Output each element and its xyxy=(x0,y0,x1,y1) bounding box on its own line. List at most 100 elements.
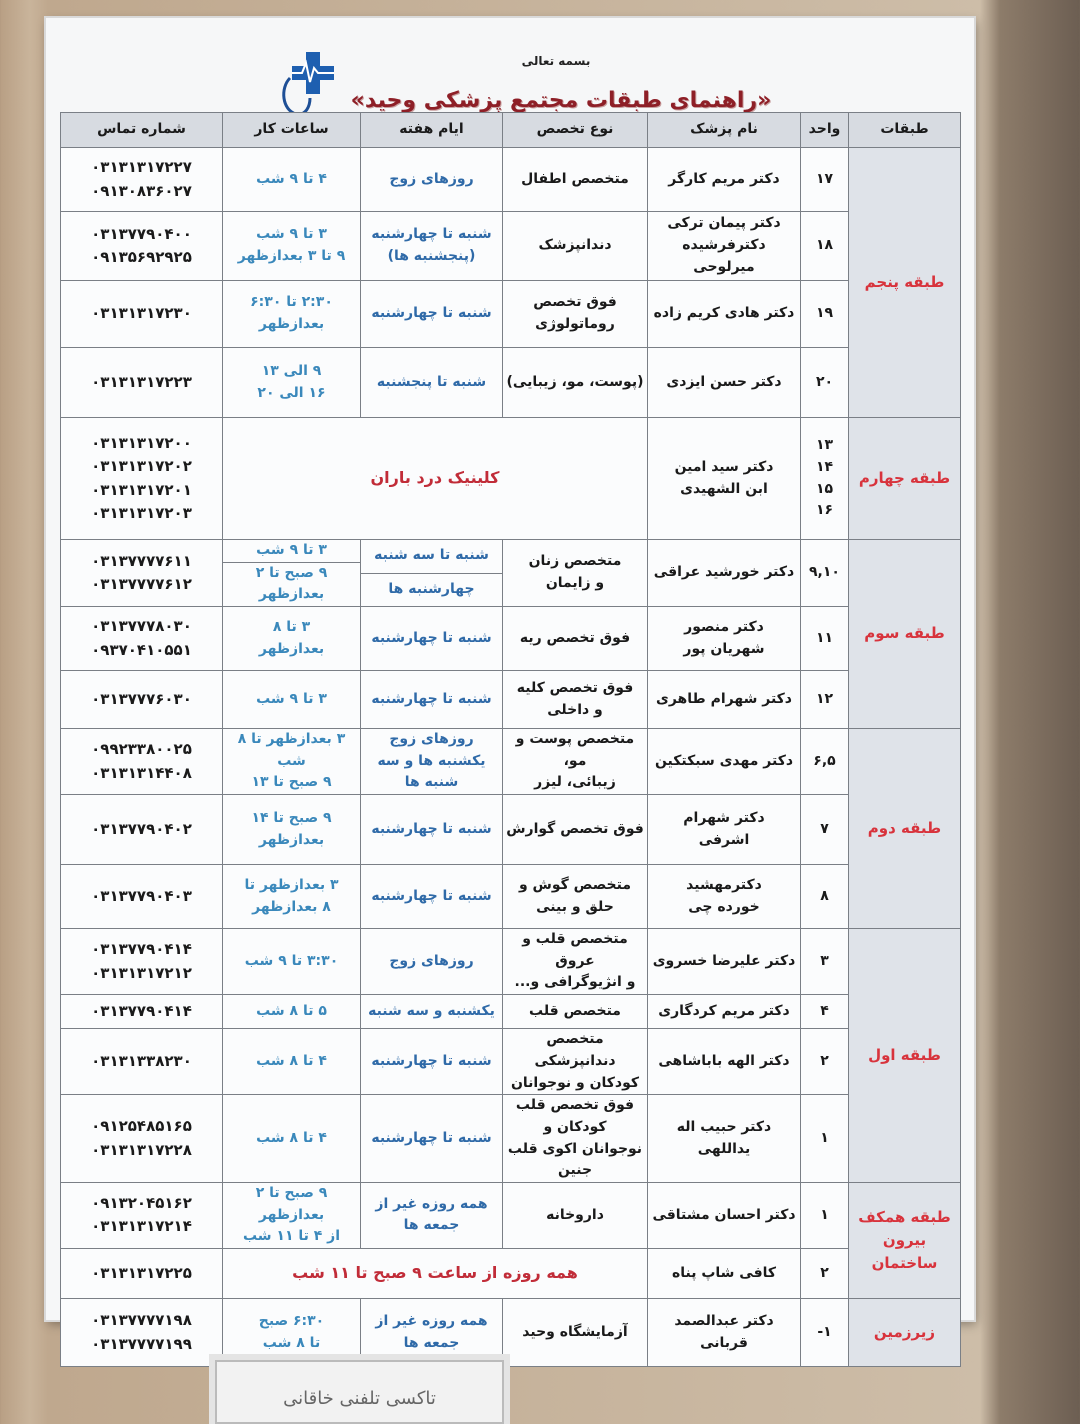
weekdays: شنبه تا سه شنبه چهارشنبه ها xyxy=(360,539,503,607)
unit-number: ۱۹ xyxy=(800,280,849,348)
unit-number: ۱ xyxy=(800,1094,849,1183)
schedule-span: همه روزه از ساعت ۹ صبح تا ۱۱ شب xyxy=(222,1248,648,1299)
doctor-name-line: دکتر مریم کارگر xyxy=(668,170,780,187)
table-header-row: طبقات واحد نام پزشک نوع تخصص ایام هفته س… xyxy=(60,112,961,148)
unit-number: ۱۳ ۱۴ ۱۵ ۱۶ xyxy=(800,417,849,540)
phone-line: ۰۳۱۳۷۷۷۷۱۹۹ xyxy=(91,1334,192,1353)
phone-line: ۰۳۱۳۱۳۱۷۲۲۵ xyxy=(91,1263,192,1282)
weekdays: شنبه تا چهارشنبه xyxy=(360,1028,503,1096)
floor-label-line: طبقه دوم xyxy=(867,818,942,837)
unit-line: ۹,۱۰ xyxy=(809,564,840,581)
phone-numbers: ۰۳۱۳۷۷۷۷۱۹۸ ۰۳۱۳۷۷۷۷۱۹۹ xyxy=(60,1298,223,1367)
page-title: «راهنمای طبقات مجتمع پزشکی وحید» xyxy=(350,88,772,113)
floor-label-line: طبقه پنجم xyxy=(864,272,945,291)
specialty: فوق تخصص ریه xyxy=(502,606,648,671)
doctor-name: دکتر منصور شهریان پور xyxy=(647,606,801,671)
phone-line: ۰۹۱۲۵۴۸۵۱۶۵ xyxy=(91,1117,192,1136)
specialty-line: داروخانه xyxy=(546,1206,604,1223)
phone-numbers: ۰۳۱۳۷۷۷۷۶۱۱ ۰۳۱۳۷۷۷۷۶۱۲ xyxy=(60,539,223,607)
hours-line: ۹ الی ۱۳ xyxy=(261,362,322,379)
phone-numbers: ۰۳۱۳۱۳۱۷۲۳۰ xyxy=(60,280,223,348)
specialty-line: دندانپزشک xyxy=(538,237,612,254)
unit-number: ۱۲ xyxy=(800,670,849,729)
unit-number: ۱۸ xyxy=(800,211,849,281)
specialty-line: زیبائی، لیزر xyxy=(534,774,616,791)
phone-numbers: ۰۳۱۳۷۷۹۰۴۱۴ ۰۳۱۳۱۳۱۷۲۱۲ xyxy=(60,928,223,996)
phone-line: ۰۳۱۳۱۳۱۷۲۰۱ xyxy=(91,480,192,499)
weekdays: شنبه تا چهارشنبه xyxy=(360,606,503,671)
table-row: ۲۰ دکتر حسن ایزدی (پوست، مو، زیبایی) شنبه ت… xyxy=(60,347,961,418)
phone-line: ۰۳۱۳۷۷۹۰۴۱۴ xyxy=(91,940,192,959)
table-row: طبقه چهارم ۱۳ ۱۴ ۱۵ ۱۶ دکتر سید امین ابن الشهی… xyxy=(60,417,961,540)
taxi-sign-text: تاکسی تلفنی خاقانی xyxy=(283,1388,436,1409)
phone-line: ۰۳۱۳۷۷۷۷۶۱۲ xyxy=(91,575,192,593)
doctor-name-line: دکتر پیمان ترکی xyxy=(667,215,781,232)
unit-line: ۱۷ xyxy=(815,170,834,187)
hours-line: ۶:۳۰ صبح xyxy=(258,1312,325,1329)
doctor-name-line: دکتر حسن ایزدی xyxy=(666,373,782,390)
unit-number: ۹,۱۰ xyxy=(800,539,849,607)
specialty: دندانپزشک xyxy=(502,211,648,281)
specialty: فوق تخصص کلیه و داخلی xyxy=(502,670,648,729)
unit-line: ۲ xyxy=(820,1052,829,1069)
table-row: ۱۱ دکتر منصور شهریان پور فوق تخصص ریه شنبه ت… xyxy=(60,606,961,671)
weekdays: روزهای زوج یکشنبه ها و سه شنبه ها xyxy=(360,727,503,796)
floor-label-line: طبقه چهارم xyxy=(858,468,951,487)
hours-line: ۳:۳۰ تا ۹ شب xyxy=(244,952,339,969)
working-hours: ۳:۳۰ تا ۹ شب xyxy=(222,928,361,996)
doctor-name-line: دکتر حبیب اله یداللهی xyxy=(676,1118,772,1157)
doctor-name: دکتر احسان مشتاقی xyxy=(647,1181,801,1250)
doctor-name-line: دکتر شهرام طاهری xyxy=(656,690,792,707)
hours-line: ۱۶ الی ۲۰ xyxy=(257,384,326,401)
phone-numbers: ۰۹۹۲۳۳۸۰۰۲۵ ۰۳۱۳۱۳۱۴۴۰۸ xyxy=(60,727,223,796)
weekdays: همه روزه غیر از جمعه ها xyxy=(360,1298,503,1367)
specialty: متخصص دندانپزشکی کودکان و نوجوانان xyxy=(502,1028,648,1096)
specialty: متخصص پوست و مو، زیبائی، لیزر xyxy=(502,727,648,796)
hours-line: بعدازظهر xyxy=(258,640,325,657)
header-specialty: نوع تخصص xyxy=(502,112,648,148)
specialty-line: و داخلی xyxy=(547,701,603,718)
days-line: روزهای زوج xyxy=(389,731,474,747)
doctor-name: دکتر هادی کریم زاده xyxy=(647,280,801,348)
specialty: متخصص اطفال xyxy=(502,147,648,212)
specialty: فوق تخصص قلب کودکان و نوجوانان اکوی قلب ج… xyxy=(502,1094,648,1183)
days-line: همه روزه غیر از xyxy=(375,1195,488,1212)
specialty-line: فوق تخصص گوارش xyxy=(506,820,644,837)
working-hours: ۶:۳۰ صبح تا ۸ شب xyxy=(222,1298,361,1367)
doctor-name: دکتر شهرام اشرفی xyxy=(647,794,801,866)
specialty: متخصص گوش و حلق و بینی xyxy=(502,864,648,930)
doctor-name: دکتر علیرضا خسروی xyxy=(647,928,801,996)
doctor-name: دکتر شهرام طاهری xyxy=(647,670,801,729)
phone-line: ۰۳۱۳۱۳۱۷۲۲۳ xyxy=(91,372,192,391)
floor-label-line: طبقه اول xyxy=(868,1045,941,1064)
days-line: شنبه تا چهارشنبه xyxy=(371,629,492,646)
specialty: متخصص قلب xyxy=(502,994,648,1030)
phone-line: ۰۳۱۳۱۳۱۷۲۳۰ xyxy=(91,304,192,323)
doctor-name-line: قربانی xyxy=(700,1334,748,1351)
doctor-name-line: دکتر هادی کریم زاده xyxy=(653,305,795,322)
doctor-name: دکتر الهه باباشاهی xyxy=(647,1028,801,1096)
unit-line: ۱۱ xyxy=(815,629,834,646)
days-line: شنبه تا چهارشنبه xyxy=(371,1052,492,1069)
working-hours: ۲:۳۰ تا ۶:۳۰ بعدازظهر xyxy=(222,280,361,348)
phone-numbers: ۰۳۱۳۷۷۹۰۴۰۳ xyxy=(60,864,223,930)
days-line: روزهای زوج xyxy=(389,170,474,187)
unit-number: ۸ xyxy=(800,864,849,930)
doctor-name-line: دکتر سید امین xyxy=(674,458,774,475)
bismillah-heading: بسمه تعالی xyxy=(521,54,591,68)
header-floors: طبقات xyxy=(848,112,961,148)
unit-number: ۱۷ xyxy=(800,147,849,212)
hours-line: ۹ تا ۳ بعدازظهر xyxy=(237,248,346,264)
unit-line: ۱ xyxy=(820,1206,829,1223)
phone-numbers: ۰۳۱۳۱۳۱۷۲۲۷ ۰۹۱۳۰۸۳۶۰۲۷ xyxy=(60,147,223,212)
phone-line: ۰۳۱۳۱۳۱۷۲۲۸ xyxy=(91,1140,192,1159)
weekdays: شنبه تا چهارشنبه (پنجشنبه ها) xyxy=(360,211,503,281)
table-row: ۷ دکتر شهرام اشرفی فوق تخصص گوارش شنبه تا چه… xyxy=(60,794,961,866)
days-line: شنبه تا چهارشنبه xyxy=(371,820,492,837)
doctor-name: دکترمهشید خورده چی xyxy=(647,864,801,930)
hours-line: ۳ تا ۹ شب xyxy=(256,690,327,707)
unit-number: ۱- xyxy=(800,1298,849,1367)
hours-line: ۳ تا ۹ شب xyxy=(256,226,327,243)
phone-numbers: ۰۳۱۳۷۷۹۰۴۰۰ ۰۹۱۳۵۶۹۲۹۲۵ xyxy=(60,211,223,281)
weekdays: شنبه تا چهارشنبه xyxy=(360,1094,503,1183)
